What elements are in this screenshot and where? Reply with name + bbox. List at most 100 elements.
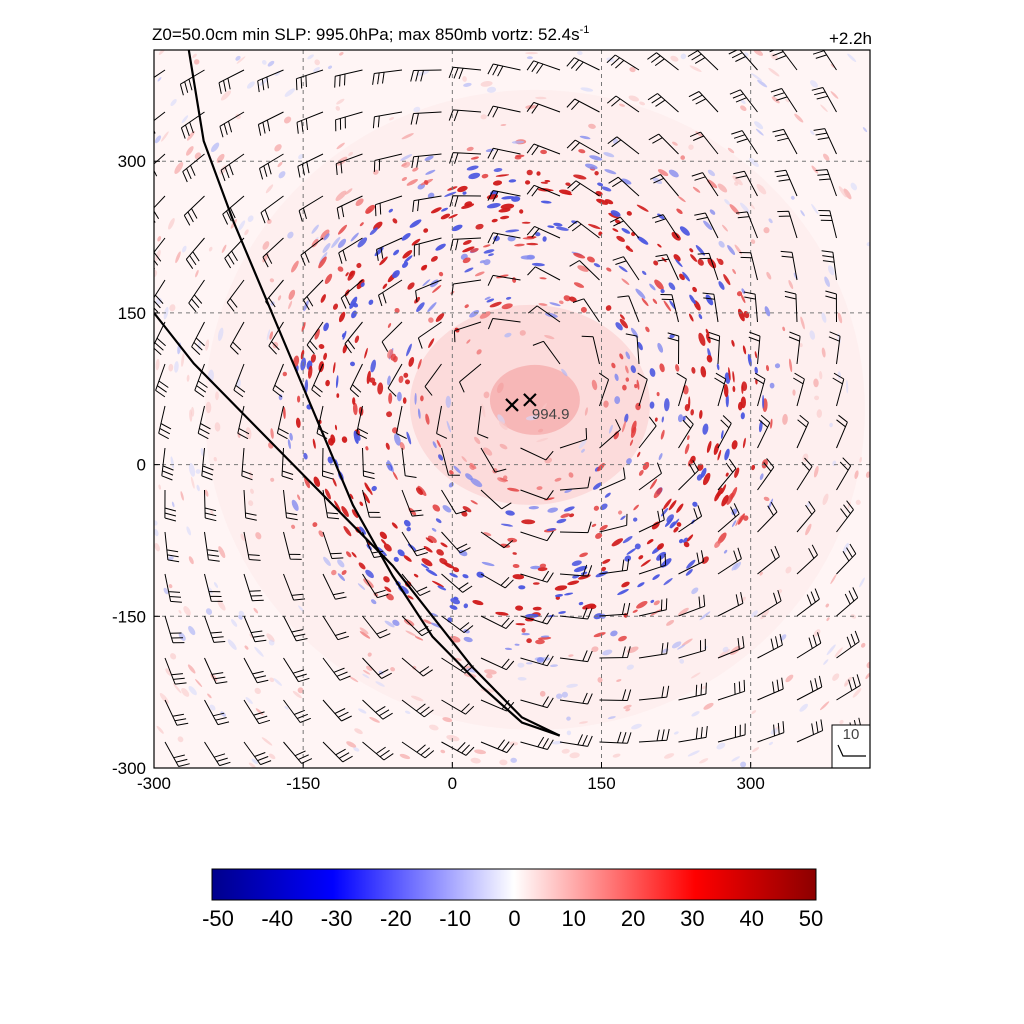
wind-barb [191,321,205,355]
vorticity-eddy [720,430,724,439]
vorticity-eddy [663,300,672,312]
vorticity-eddy [349,296,358,309]
vorticity-eddy [652,177,663,185]
vorticity-eddy [407,595,414,600]
x-tick-label: -300 [137,774,171,793]
vorticity-eddy [613,431,620,440]
wind-barb [164,699,189,726]
vorticity-eddy [668,169,679,178]
wind-barb [667,332,680,365]
vorticity-eddy [417,358,422,370]
wind-barb [243,573,264,602]
vorticity-eddy [626,548,637,555]
vorticity-eddy [578,601,584,606]
vorticity-eddy [802,453,809,462]
vorticity-eddy [397,549,405,557]
vorticity-eddy [536,657,545,663]
wind-barb [825,290,837,323]
vorticity-eddy [246,81,255,89]
vorticity-eddy [262,241,270,250]
wind-barb [607,136,640,155]
vorticity-eddy [654,417,658,422]
wind-barb [161,447,174,481]
vorticity-eddy [723,274,731,286]
vorticity-eddy [771,96,780,104]
wind-barb [757,633,783,659]
wind-barb [411,153,442,169]
vorticity-eddy [616,679,622,682]
wind-barb [453,321,482,343]
wind-barb [243,531,261,561]
vorticity-eddy [343,525,352,537]
vorticity-eddy [839,719,844,725]
vorticity-eddy [759,473,764,481]
vorticity-eddy [603,400,609,408]
vorticity-eddy [593,632,606,638]
wind-barb [243,615,267,643]
wind-barb [204,741,231,767]
vorticity-eddy [519,330,526,336]
vorticity-eddy [605,305,612,311]
vorticity-eddy [578,149,586,154]
vorticity-eddy [540,181,549,184]
vorticity-eddy [616,235,625,242]
vorticity-eddy [283,406,286,419]
wind-barb [487,147,521,160]
vorticity-eddy [268,639,275,646]
x-tick-label: 300 [736,774,764,793]
vorticity-eddy [697,463,704,471]
vorticity-eddy [782,413,788,425]
vorticity-eddy [679,658,685,664]
vorticity-eddy [544,179,551,183]
wind-barb [520,530,554,542]
wind-barb [769,50,798,71]
vorticity-eddy [789,358,793,373]
vorticity-eddy [496,274,509,279]
wind-barb [164,615,185,644]
vorticity-eddy [538,636,552,640]
vorticity-eddy [488,253,494,257]
wind-barb [183,195,205,226]
vorticity-eddy [474,271,485,277]
wind-barb [335,153,363,176]
vorticity-eddy [512,563,520,569]
wind-barb [559,607,593,620]
wind-barb [793,372,805,407]
vorticity-eddy [816,409,823,418]
vorticity-eddy [629,439,634,446]
vorticity-eddy [266,633,275,643]
vorticity-eddy [589,155,603,161]
vorticity-eddy [625,365,629,374]
vorticity-eddy [298,605,305,612]
vorticity-eddy [401,261,409,268]
vorticity-eddy [544,334,555,340]
vorticity-eddy [525,613,539,618]
vorticity-eddy [540,200,552,204]
vorticity-eddy [653,260,659,266]
vorticity-eddy [489,301,502,308]
vorticity-eddy [430,256,438,262]
vorticity-eddy [218,546,226,559]
vorticity-eddy [338,311,346,323]
vorticity-eddy [370,359,376,373]
wind-key-label: 10 [843,726,860,743]
wind-barb [660,294,679,323]
vorticity-eddy [625,708,631,712]
vorticity-eddy [292,690,302,699]
vorticity-eddy [566,730,572,736]
vorticity-eddy [734,244,743,255]
vorticity-eddy [717,449,722,461]
vorticity-eddy [661,416,664,423]
wind-barb [572,298,600,323]
vorticity-eddy [332,361,336,374]
vorticity-eddy [320,294,326,303]
vorticity-eddy [359,222,364,227]
vorticity-eddy [602,649,613,656]
vorticity-eddy [501,195,515,200]
vorticity-eddy [731,508,738,516]
vorticity-eddy [703,220,713,231]
vorticity-eddy [170,653,177,660]
vorticity-eddy [676,503,684,513]
vorticity-eddy [602,558,611,564]
vorticity-eddy [569,752,580,759]
